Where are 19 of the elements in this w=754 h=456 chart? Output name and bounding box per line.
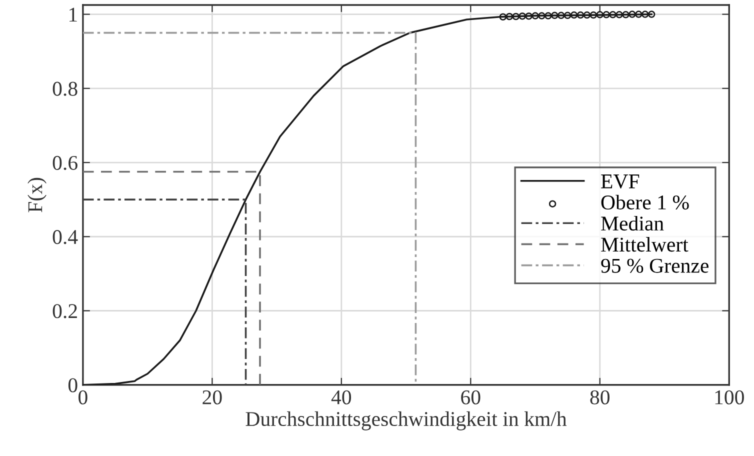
x-axis-title: Durchschnittsgeschwindigkeit in km/h [246,411,567,430]
x-tick-label: 100 [715,390,744,404]
x-tick-label: 80 [590,390,610,404]
x-tick-label: 20 [202,390,222,404]
x-tick-label: 0 [78,390,88,404]
y-tick-label: 0.8 [52,82,78,96]
legend-label: Mittelwert [601,237,688,252]
legend-label: Obere 1 % [601,194,689,210]
x-tick-label: 60 [461,390,480,404]
y-axis-title: F(x) [28,178,46,212]
y-tick-label: 0.6 [52,156,78,170]
legend-label: EVF [601,174,640,189]
x-tick-label: 40 [331,390,352,404]
y-tick-label: 0.4 [52,230,78,244]
legend-label: 95 % Grenze [601,258,708,273]
y-tick-label: 0.2 [52,304,77,318]
legend-label: Median [601,216,664,231]
y-tick-label: 0 [68,378,78,392]
y-tick-label: 1 [69,8,77,22]
